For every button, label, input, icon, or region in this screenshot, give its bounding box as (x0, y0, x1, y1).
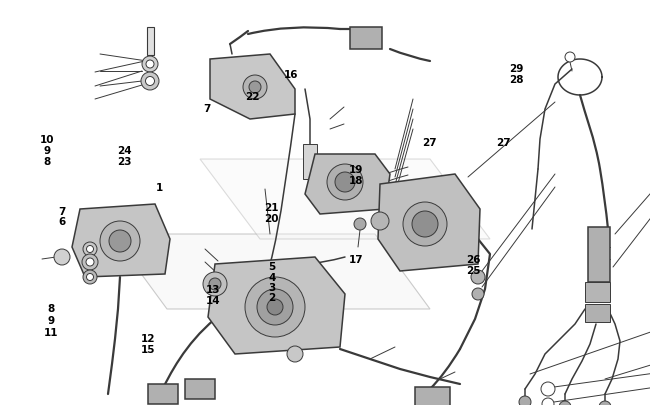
Circle shape (354, 218, 366, 230)
Circle shape (146, 61, 154, 69)
Text: 3: 3 (268, 283, 276, 292)
Polygon shape (208, 257, 345, 354)
Polygon shape (72, 205, 170, 277)
Text: 5: 5 (268, 262, 276, 271)
Text: 1: 1 (155, 183, 163, 192)
Text: 22: 22 (245, 92, 259, 101)
Circle shape (86, 274, 94, 281)
Text: 8: 8 (47, 303, 55, 313)
Text: 28: 28 (510, 75, 524, 85)
Text: 15: 15 (141, 344, 155, 354)
Circle shape (472, 288, 484, 300)
Text: 9: 9 (44, 146, 50, 156)
Bar (185, 379, 215, 399)
Text: 23: 23 (118, 156, 132, 166)
Polygon shape (378, 175, 480, 271)
Text: 2: 2 (268, 293, 276, 303)
Bar (303, 145, 317, 179)
Circle shape (109, 230, 131, 252)
Circle shape (327, 164, 363, 200)
Text: 8: 8 (43, 157, 51, 167)
Circle shape (54, 249, 70, 265)
Text: 14: 14 (206, 296, 220, 305)
Circle shape (412, 211, 438, 237)
Text: 20: 20 (265, 214, 279, 224)
Bar (147, 28, 154, 56)
Circle shape (141, 73, 159, 91)
Circle shape (403, 202, 447, 246)
Text: 18: 18 (349, 175, 363, 185)
Polygon shape (210, 55, 295, 120)
Bar (588, 228, 610, 282)
Text: 17: 17 (349, 254, 363, 264)
Circle shape (371, 213, 389, 230)
Circle shape (100, 222, 140, 261)
Circle shape (257, 289, 293, 325)
Polygon shape (112, 234, 430, 309)
Circle shape (519, 396, 531, 405)
Circle shape (142, 57, 158, 73)
Circle shape (209, 278, 221, 290)
Circle shape (559, 401, 571, 405)
Circle shape (335, 173, 355, 192)
Text: 25: 25 (466, 266, 480, 275)
Circle shape (287, 346, 303, 362)
Circle shape (83, 243, 97, 256)
Circle shape (471, 270, 485, 284)
Circle shape (83, 270, 97, 284)
Circle shape (86, 246, 94, 253)
Text: 7: 7 (58, 206, 66, 216)
Text: 6: 6 (58, 217, 66, 227)
Bar (350, 28, 382, 50)
Text: 4: 4 (268, 273, 276, 282)
Text: 9: 9 (47, 315, 54, 325)
Bar (585, 304, 610, 322)
Circle shape (267, 299, 283, 315)
Bar (585, 282, 610, 302)
Text: 7: 7 (203, 104, 211, 113)
Circle shape (565, 53, 575, 63)
Text: 24: 24 (118, 145, 132, 155)
Circle shape (243, 76, 267, 100)
Text: 11: 11 (44, 327, 58, 337)
Bar (415, 387, 450, 405)
Text: 13: 13 (206, 285, 220, 294)
Text: 10: 10 (40, 135, 54, 145)
Circle shape (86, 258, 94, 266)
Text: 29: 29 (510, 64, 524, 74)
Polygon shape (305, 155, 390, 215)
Circle shape (203, 272, 227, 296)
Text: 26: 26 (466, 255, 480, 264)
Text: 27: 27 (497, 138, 511, 148)
Text: 27: 27 (422, 138, 436, 148)
Circle shape (249, 82, 261, 94)
Circle shape (542, 398, 554, 405)
Circle shape (541, 382, 555, 396)
Circle shape (146, 77, 155, 86)
Text: 19: 19 (349, 164, 363, 174)
Circle shape (245, 277, 305, 337)
Text: 21: 21 (265, 203, 279, 213)
Polygon shape (200, 160, 490, 239)
Circle shape (599, 401, 611, 405)
Bar (148, 384, 178, 404)
Text: 16: 16 (284, 70, 298, 80)
Circle shape (82, 254, 98, 270)
Text: 12: 12 (141, 333, 155, 343)
